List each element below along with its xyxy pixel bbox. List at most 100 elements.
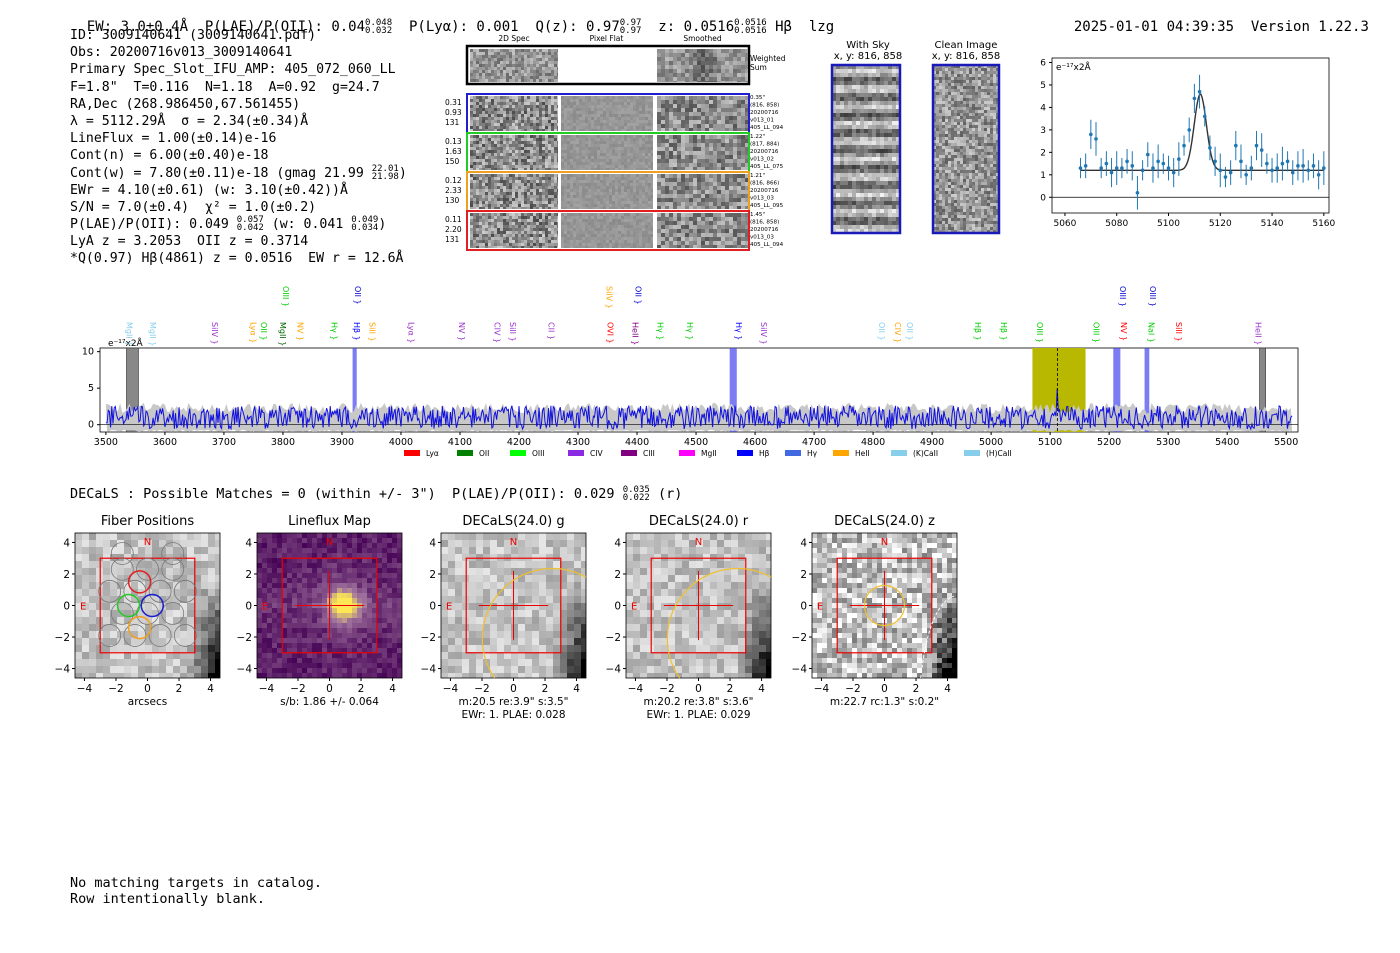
noise-pixel — [530, 49, 533, 52]
noise-pixel — [868, 113, 872, 117]
noise-pixel — [503, 138, 506, 141]
noise-pixel — [570, 183, 573, 186]
noise-pixel — [597, 117, 600, 120]
noise-pixel — [729, 116, 733, 120]
noise-pixel — [570, 99, 573, 102]
noise-pixel — [536, 138, 539, 141]
noise-pixel — [542, 73, 545, 76]
noise-pixel — [624, 168, 627, 170]
noise-pixel — [597, 150, 600, 153]
noise-pixel — [745, 202, 748, 206]
noise-pixel — [485, 159, 488, 162]
noise-pixel — [888, 197, 892, 201]
noise-pixel — [630, 126, 633, 129]
noise-pixel — [497, 177, 500, 180]
noise-pixel — [515, 228, 518, 231]
noise-pixel — [485, 198, 488, 201]
noise-pixel — [585, 198, 588, 201]
noise-pixel — [856, 77, 860, 81]
noise-pixel — [840, 185, 844, 189]
noise-pixel — [551, 162, 554, 165]
noise-pixel — [609, 153, 612, 156]
noise-pixel — [896, 149, 900, 153]
noise-pixel — [880, 125, 884, 129]
noise-pixel — [500, 198, 503, 201]
info-primary: Primary Spec_Slot_IFU_AMP: 405_072_060_L… — [70, 62, 396, 78]
noise-pixel — [642, 180, 645, 183]
noise-pixel — [737, 151, 741, 155]
noise-pixel — [488, 222, 491, 225]
noise-pixel — [648, 123, 651, 126]
noise-pixel — [693, 217, 697, 221]
noise-pixel — [509, 70, 512, 73]
noise-pixel — [485, 144, 488, 147]
noise-pixel — [612, 207, 615, 209]
noise-pixel — [681, 194, 685, 198]
noise-pixel — [554, 99, 557, 102]
noise-pixel — [554, 180, 557, 183]
noise-pixel — [697, 104, 701, 108]
noise-pixel — [630, 234, 633, 237]
noise-pixel — [554, 174, 557, 177]
noise-pixel — [665, 194, 669, 198]
noise-pixel — [888, 97, 892, 101]
noise-pixel — [651, 168, 653, 170]
noise-pixel — [713, 245, 717, 248]
noise-pixel — [557, 213, 558, 216]
noise-pixel — [530, 150, 533, 153]
noise-pixel — [624, 99, 627, 102]
noise-pixel — [677, 241, 681, 245]
noise-pixel — [832, 89, 836, 93]
noise-pixel — [844, 157, 848, 161]
noise-pixel — [479, 111, 482, 114]
noise-pixel — [470, 105, 473, 108]
noise-pixel — [651, 102, 653, 105]
noise-pixel — [600, 246, 603, 248]
noise-pixel — [645, 168, 648, 170]
noise-pixel — [741, 155, 745, 159]
noise-pixel — [488, 111, 491, 114]
noise-pixel — [860, 97, 864, 101]
noise-pixel — [509, 67, 512, 70]
noise-pixel — [630, 165, 633, 168]
noise-pixel — [594, 237, 597, 240]
noise-pixel — [651, 246, 653, 248]
noise-pixel — [585, 213, 588, 216]
noise-pixel — [497, 189, 500, 192]
noise-pixel — [491, 237, 494, 240]
noise-pixel — [836, 181, 840, 185]
noise-pixel — [725, 245, 729, 248]
noise-pixel — [651, 180, 653, 183]
noise-pixel — [497, 165, 500, 168]
noise-pixel — [884, 141, 888, 145]
noise-pixel — [585, 96, 588, 99]
noise-pixel — [476, 237, 479, 240]
noise-pixel — [518, 141, 521, 144]
noise-pixel — [524, 52, 527, 55]
noise-pixel — [665, 128, 669, 131]
noise-pixel — [542, 49, 545, 52]
noise-pixel — [588, 246, 591, 248]
noise-pixel — [685, 202, 689, 206]
noise-pixel — [503, 234, 506, 237]
noise-pixel — [636, 213, 639, 216]
noise-pixel — [705, 61, 709, 65]
noise-pixel — [618, 156, 621, 159]
noise-pixel — [705, 120, 709, 124]
noise-pixel — [494, 76, 497, 79]
noise-pixel — [521, 207, 524, 209]
noise-pixel — [506, 159, 509, 162]
noise-pixel — [473, 126, 476, 129]
noise-pixel — [582, 120, 585, 123]
noise-pixel — [473, 168, 476, 170]
noise-pixel — [491, 183, 494, 186]
noise-pixel — [621, 204, 624, 207]
noise-pixel — [536, 108, 539, 111]
noise-pixel — [470, 79, 473, 82]
qz-hi: 0.97 — [619, 18, 642, 28]
noise-pixel — [606, 180, 609, 183]
noise-pixel — [896, 121, 900, 125]
noise-pixel — [836, 137, 840, 141]
noise-pixel — [884, 77, 888, 81]
noise-pixel — [530, 105, 533, 108]
